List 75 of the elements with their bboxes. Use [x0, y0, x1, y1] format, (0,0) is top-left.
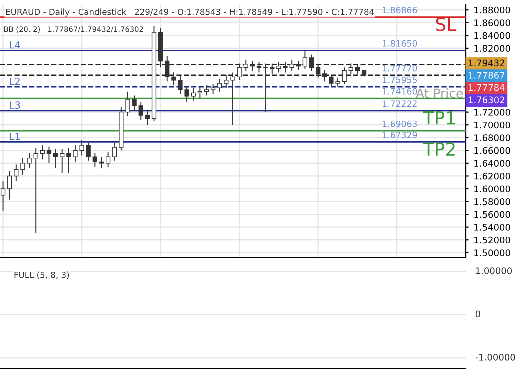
annotation: SL: [436, 18, 457, 32]
candlestick: [99, 156, 104, 170]
y-tick-label: 1.86000: [474, 20, 510, 26]
y-tick-label: 1.50000: [474, 250, 510, 256]
candlestick: [218, 78, 222, 92]
candlestick: [290, 59, 294, 72]
ref-line-label: 1.86866: [383, 7, 418, 14]
annotation: L2: [10, 78, 20, 86]
candlestick: [191, 88, 196, 102]
text: 1.77784: [468, 84, 505, 92]
y-tick-label: 1.56000: [474, 211, 510, 218]
candlestick: [348, 63, 354, 74]
text: 1.77867: [468, 72, 505, 79]
y-tick-label: 1.66000: [474, 147, 510, 154]
chart-title: EURAUD - Daily - Candlestick 229/249 - O:1.78543 - H:1.78549 - L:1.77590 - C:1.77784: [6, 8, 374, 17]
candlestick: [86, 142, 91, 162]
ref-line-label: 1.81650: [383, 40, 418, 47]
candlestick: [264, 63, 268, 113]
candlestick: [145, 110, 150, 126]
candlestick: [46, 146, 52, 164]
candlestick: [92, 152, 98, 168]
candlestick: [53, 148, 58, 170]
candlestick: [309, 54, 314, 72]
candlestick: [0, 180, 6, 212]
y-tick-label: 1.84000: [474, 32, 510, 40]
y-tick-label: 1.52000: [474, 236, 510, 244]
candlestick: [316, 64, 321, 78]
candlestick: [112, 142, 118, 162]
y-tick-label: 1.60000: [474, 186, 510, 193]
text: 1.00000: [476, 268, 512, 274]
y-tick-label: 1.62000: [474, 172, 510, 180]
candlestick: [342, 67, 347, 85]
text: 0: [476, 310, 480, 318]
candlestick: [60, 148, 65, 174]
candlestick: [322, 70, 328, 82]
candlestick: [106, 151, 111, 168]
ref-line-label: 1.72222: [383, 100, 417, 108]
text: -1.00000: [476, 354, 516, 361]
candlestick: [302, 50, 308, 70]
candlestick: [172, 72, 176, 86]
annotation: TP1: [423, 111, 456, 125]
candlestick: [66, 148, 72, 174]
ref-line-label: 1.67329: [383, 132, 418, 138]
ref-line-label: 1.74160: [383, 88, 418, 95]
y-tick-label: 1.64000: [474, 160, 510, 168]
candlestick: [40, 145, 45, 160]
candlestick: [14, 164, 19, 182]
ref-line-label: 1.69063: [383, 120, 418, 128]
annotation: TP2: [423, 142, 455, 156]
candlestick: [165, 56, 170, 82]
candlestick: [210, 84, 216, 95]
candlestick: [256, 62, 262, 74]
text: 1.76302: [468, 96, 504, 104]
y-tick-label: 1.68000: [474, 134, 510, 142]
candlestick: [244, 59, 248, 72]
text: 1.79432: [468, 60, 504, 67]
candlestick: [138, 102, 144, 120]
ref-line-label: 1.77770: [383, 65, 418, 72]
candlestick: [8, 170, 12, 200]
y-tick-label: 1.82000: [474, 45, 510, 52]
y-tick-label: 1.58000: [474, 198, 510, 206]
y-tick-label: 1.88000: [474, 6, 510, 14]
annotation: At Price: [416, 88, 464, 98]
candlestick: [250, 60, 256, 72]
text: FULL (5, 8, 3): [14, 272, 70, 280]
y-tick-label: 1.54000: [474, 224, 510, 231]
ref-line-label: 1.75955: [383, 76, 417, 84]
annotation: L3: [10, 102, 20, 110]
candlestick: [198, 86, 202, 99]
y-tick-label: 1.70000: [474, 122, 510, 129]
y-tick-label: 1.72000: [474, 109, 510, 116]
candlestick: [204, 85, 210, 96]
annotation: L1: [10, 133, 20, 140]
annotation: L4: [10, 42, 20, 49]
candlestick: [34, 148, 38, 234]
